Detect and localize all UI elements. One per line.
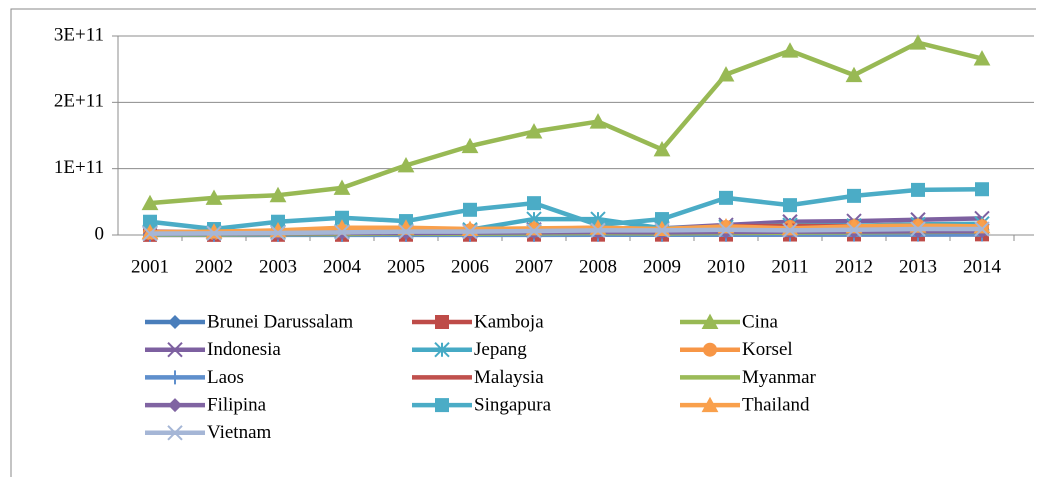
marker <box>527 196 541 210</box>
legend-label: Filipina <box>207 394 267 415</box>
x-tick-label: 2001 <box>131 256 169 277</box>
x-tick-label: 2009 <box>643 256 681 277</box>
marker <box>463 203 477 217</box>
x-tick-label: 2004 <box>323 256 362 277</box>
y-tick-label: 3E+11 <box>54 24 104 45</box>
x-tick-label: 2005 <box>387 256 425 277</box>
legend-label: Korsel <box>742 339 793 360</box>
y-tick-label: 2E+11 <box>54 91 104 112</box>
legend-label: Brunei Darussalam <box>207 311 353 332</box>
legend-label: Myanmar <box>742 367 817 388</box>
x-tick-label: 2012 <box>835 256 873 277</box>
x-tick-label: 2010 <box>707 256 745 277</box>
marker <box>435 398 449 412</box>
y-tick-label: 0 <box>95 223 105 244</box>
x-tick-label: 2006 <box>451 256 489 277</box>
x-tick-label: 2013 <box>899 256 937 277</box>
marker <box>783 198 797 212</box>
legend-label: Laos <box>207 367 244 388</box>
legend-label: Vietnam <box>207 422 272 443</box>
legend-label: Jepang <box>474 339 527 360</box>
marker <box>847 189 861 203</box>
legend-label: Indonesia <box>207 339 281 360</box>
marker <box>435 315 449 329</box>
marker <box>975 182 989 196</box>
y-tick-label: 1E+11 <box>54 157 104 178</box>
legend-label: Cina <box>742 311 778 332</box>
legend-label: Kamboja <box>474 311 544 332</box>
x-tick-label: 2003 <box>259 256 297 277</box>
x-tick-label: 2011 <box>771 256 808 277</box>
marker <box>719 191 733 205</box>
x-tick-label: 2014 <box>963 256 1002 277</box>
x-tick-label: 2007 <box>515 256 553 277</box>
legend-label: Singapura <box>474 394 552 415</box>
x-tick-label: 2002 <box>195 256 233 277</box>
marker <box>911 183 925 197</box>
legend-label: Malaysia <box>474 367 544 388</box>
x-tick-label: 2008 <box>579 256 617 277</box>
legend-label: Thailand <box>742 394 810 415</box>
marker <box>703 343 717 357</box>
